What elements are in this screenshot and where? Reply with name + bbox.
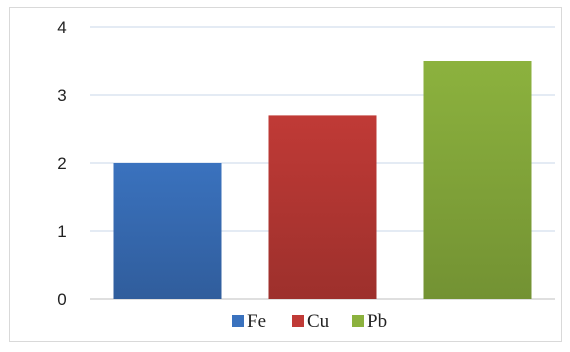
y-axis-ticks: 0 1 2 3 4 <box>57 18 66 309</box>
y-tick-label: 4 <box>57 18 66 37</box>
y-tick-label: 2 <box>57 154 66 173</box>
bar-pb <box>423 61 532 299</box>
legend-label-cu: Cu <box>307 311 330 332</box>
legend-swatch-pb <box>352 315 364 327</box>
legend: Fe Cu Pb <box>232 311 387 332</box>
legend-swatch-cu <box>292 315 304 327</box>
bar-fe <box>113 163 222 299</box>
y-tick-label: 1 <box>57 222 66 241</box>
legend-label-fe: Fe <box>247 311 266 332</box>
bar-cu <box>268 115 377 300</box>
y-tick-label: 0 <box>57 290 66 309</box>
legend-label-pb: Pb <box>367 311 387 332</box>
legend-swatch-fe <box>232 315 244 327</box>
y-tick-label: 3 <box>57 86 66 105</box>
bars <box>113 61 532 300</box>
